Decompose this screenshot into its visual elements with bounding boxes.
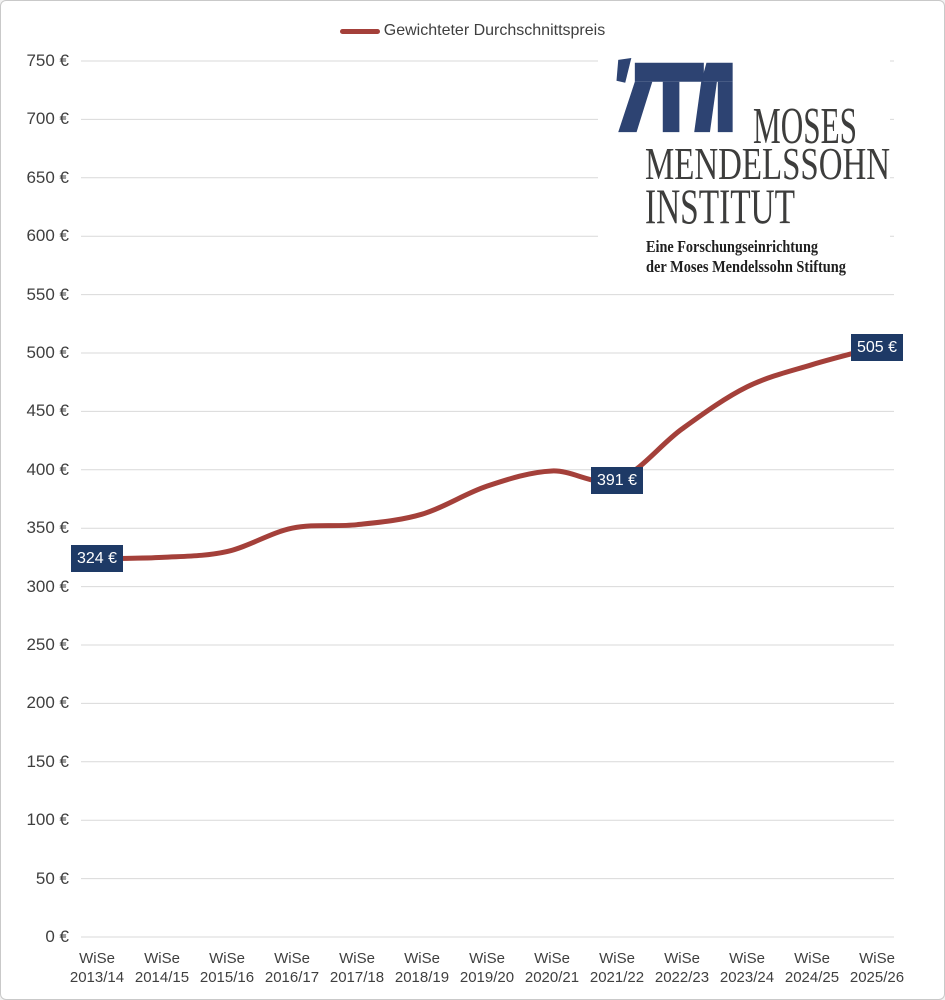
y-axis-tick-label: 200 € [26, 693, 69, 713]
legend-label: Gewichteter Durchschnittspreis [383, 22, 606, 39]
x-axis-tick-label: WiSe 2015/16 [199, 950, 255, 986]
y-axis-tick-label: 650 € [26, 167, 69, 187]
x-axis-tick-label: WiSe 2021/22 [589, 950, 645, 986]
logo-title-institut: INSTITUT [645, 178, 795, 234]
x-axis-tick-label: WiSe 2017/18 [329, 950, 385, 986]
x-axis-tick-label: WiSe 2018/19 [394, 950, 450, 986]
price-line [94, 344, 880, 562]
chart-legend: Gewichteter Durchschnittspreis [1, 19, 944, 43]
y-axis-tick-label: 250 € [26, 635, 69, 654]
y-axis-tick-label: 750 € [26, 51, 69, 70]
x-axis-tick-label: WiSe 2022/23 [654, 950, 710, 986]
x-axis-tick-label: WiSe 2013/14 [69, 950, 125, 986]
x-axis-tick-label: WiSe 2019/20 [459, 950, 515, 986]
x-axis-tick-label: WiSe 2020/21 [524, 950, 580, 986]
y-axis-tick-label: 0 € [45, 927, 69, 946]
y-axis-tick-label: 100 € [26, 810, 69, 830]
y-axis-tick-label: 450 € [26, 401, 69, 421]
y-axis-tick-label: 300 € [26, 576, 69, 596]
data-point-label: 505 € [851, 333, 904, 361]
data-point-label: 391 € [591, 466, 644, 494]
y-axis-tick-label: 150 € [26, 751, 69, 771]
legend-line-swatch [339, 28, 380, 34]
logo-title-moses: MOSES [753, 98, 857, 155]
moses-mendelssohn-institut-logo: MOSES MENDELSSOHN INSTITUT Eine Forschun… [598, 49, 890, 277]
y-axis-tick-label: 600 € [26, 226, 69, 246]
mmi-logo-mark-icon [616, 58, 733, 133]
y-axis-tick-label: 350 € [26, 518, 69, 538]
y-axis-tick-label: 550 € [26, 284, 69, 304]
logo-title-mendelssohn: MENDELSSOHN [645, 138, 890, 189]
x-axis-tick-label: WiSe 2024/25 [784, 950, 840, 986]
y-axis-tick-label: 50 € [35, 868, 69, 888]
x-axis-tick-label: WiSe 2016/17 [264, 950, 320, 986]
y-axis-tick-label: 400 € [26, 459, 69, 479]
y-axis-tick-label: 700 € [26, 109, 69, 129]
y-axis-tick-label: 500 € [26, 343, 69, 362]
x-axis-tick-label: WiSe 2014/15 [134, 950, 190, 986]
mmi-logo-text: MOSES MENDELSSOHN INSTITUT Eine Forschun… [645, 98, 890, 276]
x-axis-tick-label: WiSe 2025/26 [849, 950, 905, 986]
logo-subtitle-line2: der Moses Mendelssohn Stiftung [646, 257, 846, 276]
data-point-label: 324 € [71, 545, 124, 573]
logo-subtitle-line1: Eine Forschungseinrichtung [646, 237, 818, 256]
x-axis-tick-label: WiSe 2023/24 [719, 950, 775, 986]
